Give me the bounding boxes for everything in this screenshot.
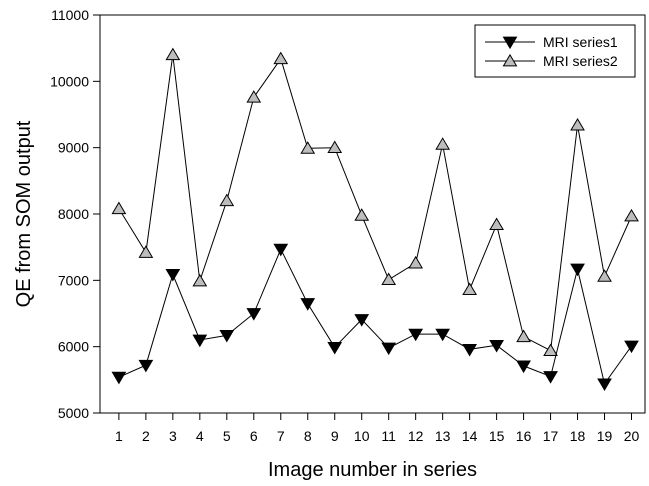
data-point bbox=[300, 141, 316, 154]
y-tick-label: 8000 bbox=[58, 206, 89, 222]
x-tick-label: 18 bbox=[570, 428, 586, 444]
data-point bbox=[300, 298, 316, 311]
data-point bbox=[597, 378, 612, 391]
x-tick-label: 7 bbox=[277, 428, 285, 444]
data-point bbox=[435, 328, 451, 342]
data-point bbox=[624, 340, 639, 354]
data-point bbox=[408, 255, 424, 269]
data-point bbox=[597, 269, 612, 282]
data-point bbox=[435, 137, 451, 150]
data-point bbox=[273, 51, 289, 65]
legend-box bbox=[474, 24, 636, 78]
legend-marker bbox=[502, 36, 518, 50]
y-tick-label: 5000 bbox=[58, 405, 89, 421]
x-tick-label: 12 bbox=[408, 428, 424, 444]
data-point bbox=[462, 282, 478, 295]
data-point bbox=[543, 371, 558, 384]
x-tick-label: 2 bbox=[142, 428, 150, 444]
x-tick-label: 4 bbox=[196, 428, 204, 444]
x-tick-label: 11 bbox=[381, 428, 396, 444]
x-tick-label: 17 bbox=[543, 428, 559, 444]
data-point bbox=[111, 371, 127, 385]
data-point bbox=[354, 314, 370, 327]
y-axis-title: QE from SOM output bbox=[13, 120, 35, 307]
data-point bbox=[516, 329, 531, 343]
series-line bbox=[118, 54, 632, 352]
x-tick-label: 8 bbox=[304, 428, 312, 444]
x-tick-label: 5 bbox=[223, 428, 231, 444]
data-point bbox=[381, 342, 397, 356]
data-point bbox=[381, 272, 397, 286]
data-point bbox=[111, 201, 127, 215]
x-tick-label: 19 bbox=[597, 428, 613, 444]
data-point bbox=[138, 359, 154, 373]
x-tick-label: 14 bbox=[462, 428, 478, 444]
x-tick-label: 1 bbox=[115, 428, 123, 444]
data-point bbox=[327, 341, 343, 355]
y-tick-label: 9000 bbox=[58, 140, 89, 156]
data-point bbox=[192, 334, 208, 348]
legend: MRI series1 MRI series2 bbox=[474, 24, 636, 78]
x-tick-label: 20 bbox=[624, 428, 640, 444]
data-point bbox=[570, 263, 585, 277]
data-point bbox=[516, 360, 531, 374]
series-mri-series2 bbox=[111, 47, 639, 357]
series-mri-series1 bbox=[111, 243, 639, 391]
x-tick-label: 9 bbox=[331, 428, 339, 444]
data-point bbox=[219, 330, 235, 343]
data-point bbox=[543, 343, 558, 357]
x-tick-label: 13 bbox=[435, 428, 451, 444]
x-axis-title: Image number in series bbox=[268, 459, 477, 481]
data-point bbox=[273, 243, 289, 257]
y-tick-label: 11000 bbox=[51, 7, 89, 23]
legend-marker bbox=[502, 53, 518, 67]
data-point bbox=[246, 308, 262, 321]
data-point bbox=[489, 339, 504, 353]
y-tick-label: 10000 bbox=[50, 73, 89, 89]
data-point bbox=[570, 117, 585, 131]
data-point bbox=[489, 217, 504, 230]
series-group bbox=[111, 47, 639, 391]
x-tick-label: 6 bbox=[250, 428, 258, 444]
x-tick-label: 16 bbox=[516, 428, 532, 444]
data-point bbox=[219, 193, 235, 207]
y-tick-label: 7000 bbox=[58, 272, 89, 288]
legend-label: MRI series1 bbox=[543, 34, 618, 50]
y-tick-label: 6000 bbox=[58, 339, 89, 355]
data-point bbox=[138, 245, 154, 258]
legend-label: MRI series2 bbox=[543, 53, 618, 69]
data-point bbox=[165, 268, 181, 282]
x-tick-label: 15 bbox=[489, 428, 505, 444]
data-point bbox=[624, 208, 639, 222]
x-tick-label: 10 bbox=[354, 428, 370, 444]
x-tick-label: 3 bbox=[169, 428, 177, 444]
data-point bbox=[462, 343, 478, 357]
data-point bbox=[246, 90, 262, 103]
data-point bbox=[192, 273, 208, 287]
data-point bbox=[408, 328, 424, 342]
data-point bbox=[354, 208, 370, 221]
data-point bbox=[165, 47, 181, 61]
data-point bbox=[327, 140, 343, 154]
